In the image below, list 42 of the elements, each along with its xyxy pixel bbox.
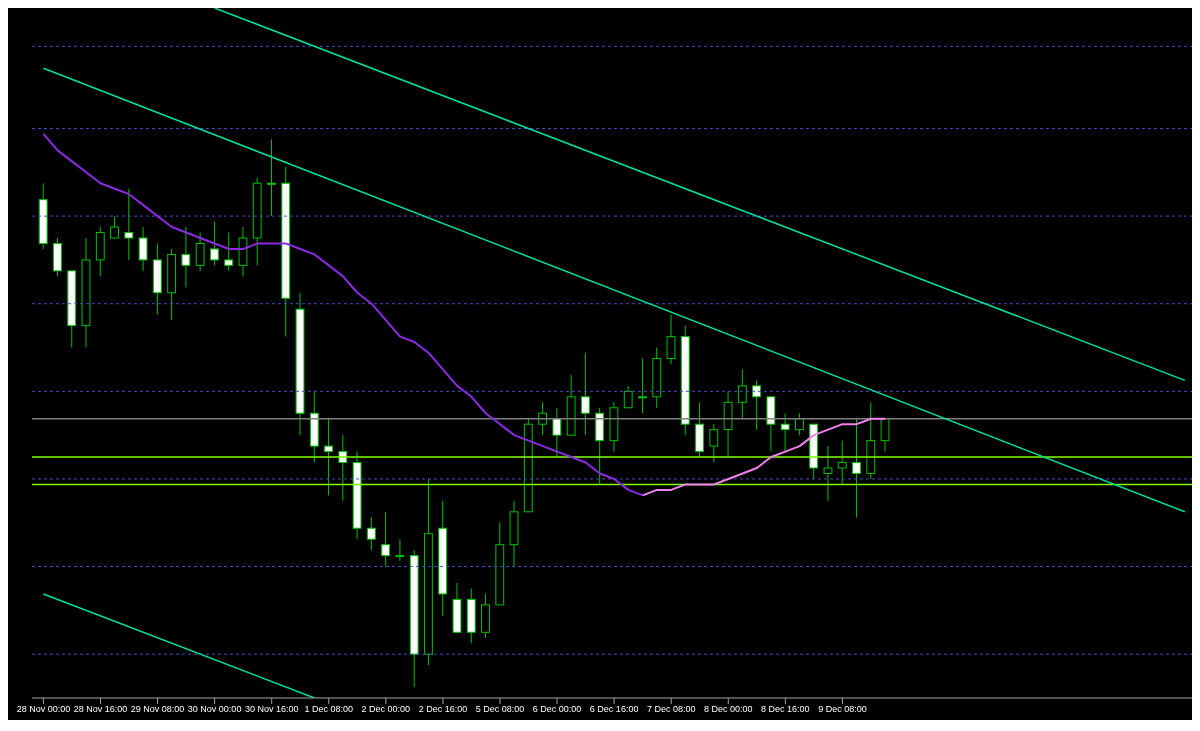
candlestick (181, 226, 191, 288)
candlestick (880, 418, 890, 453)
x-tick-label: 28 Nov 16:00 (73, 704, 128, 715)
candlestick (580, 352, 590, 436)
candlestick (823, 445, 833, 502)
x-tick-label: 28 Nov 00:00 (16, 704, 71, 715)
candlestick (124, 188, 134, 261)
candlestick (324, 418, 333, 496)
x-tick-label: 30 Nov 00:00 (187, 704, 242, 715)
x-tick-label: 8 Dec 00:00 (704, 704, 753, 715)
x-tick-label: 6 Dec 16:00 (589, 704, 639, 715)
candlestick (552, 407, 562, 458)
candlestick (666, 314, 676, 365)
candlestick (780, 412, 790, 453)
candlestick (224, 232, 234, 272)
candlestick (110, 215, 119, 239)
x-tick-label: 6 Dec 00:00 (532, 704, 582, 715)
candlestick (381, 511, 391, 568)
candlestick (538, 401, 548, 436)
candlestick (737, 368, 747, 420)
candlestick (638, 357, 647, 414)
candlestick (623, 385, 633, 409)
x-tick-label: 30 Nov 16:00 (244, 704, 299, 715)
candlestick (210, 221, 219, 266)
x-tick-label: 5 Dec 08:00 (475, 704, 525, 715)
x-tick-label: 7 Dec 08:00 (646, 704, 696, 715)
candlestick (195, 232, 205, 272)
x-tick-label: 2 Dec 16:00 (418, 704, 468, 715)
x-tick-label: 1 Dec 08:00 (304, 704, 354, 715)
x-tick-label: 29 Nov 08:00 (130, 704, 185, 715)
candlestick (366, 516, 376, 551)
x-tick-label: 2 Dec 00:00 (361, 704, 411, 715)
candlestick (794, 412, 804, 436)
candlestick (138, 226, 148, 272)
candlestick (709, 423, 719, 464)
x-tick-label: 8 Dec 16:00 (761, 704, 810, 715)
candlestick (852, 418, 861, 518)
x-tick-label: 9 Dec 08:00 (818, 704, 867, 715)
candlestick (837, 440, 847, 485)
candlestick (752, 379, 762, 431)
candlestick (267, 138, 276, 217)
candlestick (395, 538, 405, 562)
